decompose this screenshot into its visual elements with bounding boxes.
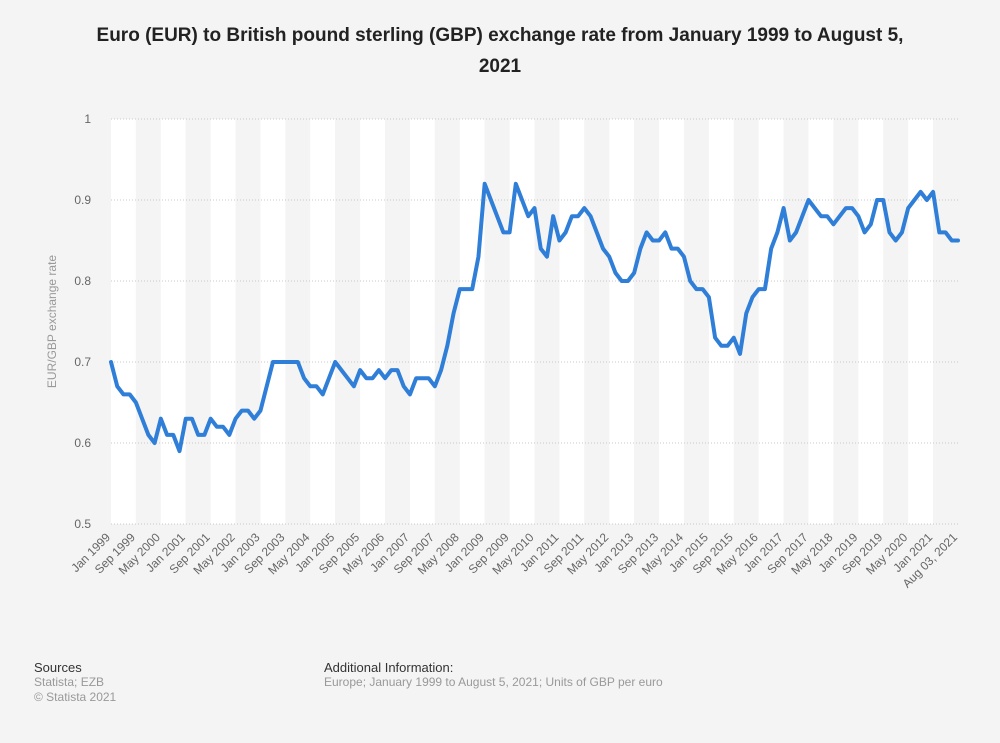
- copyright: © Statista 2021: [34, 690, 117, 704]
- plot-band: [634, 119, 660, 524]
- y-tick-label: 0.8: [74, 274, 91, 288]
- sources: Statista; EZB: [34, 675, 105, 689]
- plot-band: [783, 119, 809, 524]
- info: Europe; January 1999 to August 5, 2021; …: [324, 675, 663, 689]
- plot-band: [285, 119, 311, 524]
- plot-band: [908, 119, 934, 524]
- plot-band: [135, 119, 161, 524]
- sources-heading: Sources: [34, 660, 82, 675]
- plot-band: [509, 119, 535, 524]
- plot-band: [310, 119, 336, 524]
- plot-band: [484, 119, 510, 524]
- chart-title: Euro (EUR) to British pound sterling (GB…: [96, 25, 904, 77]
- plot-band: [335, 119, 361, 524]
- y-axis-label: EUR/GBP exchange rate: [45, 255, 59, 389]
- plot-band: [683, 119, 709, 524]
- info-heading: Additional Information:: [324, 660, 454, 675]
- plot-band: [659, 119, 684, 524]
- plot-band: [385, 119, 410, 524]
- plot-band: [459, 119, 485, 524]
- plot-band: [160, 119, 186, 524]
- plot-band: [434, 119, 460, 524]
- plot-band: [933, 119, 958, 524]
- plot-band: [210, 119, 236, 524]
- plot-band: [808, 119, 834, 524]
- plot-band: [185, 119, 211, 524]
- plot-band: [833, 119, 859, 524]
- plot-band: [235, 119, 261, 524]
- y-tick-label: 0.7: [74, 355, 91, 369]
- plot-band: [409, 119, 435, 524]
- plot-band: [609, 119, 635, 524]
- plot-band: [111, 119, 136, 524]
- y-tick-label: 0.5: [74, 517, 91, 531]
- info-block: Additional Information: Europe; January …: [324, 660, 663, 690]
- plot-band: [559, 119, 585, 524]
- plot-band: [584, 119, 610, 524]
- plot-band: [534, 119, 560, 524]
- y-tick-label: 1: [84, 112, 91, 126]
- sources-block: Sources Statista; EZB © Statista 2021: [34, 660, 116, 705]
- plot-band: [858, 119, 884, 524]
- plot-band: [260, 119, 286, 524]
- data-line: [109, 181, 960, 454]
- y-tick-label: 0.9: [74, 193, 91, 207]
- plot-band: [360, 119, 386, 524]
- plot-band: [758, 119, 784, 524]
- plot-band: [883, 119, 909, 524]
- y-tick-label: 0.6: [74, 436, 91, 450]
